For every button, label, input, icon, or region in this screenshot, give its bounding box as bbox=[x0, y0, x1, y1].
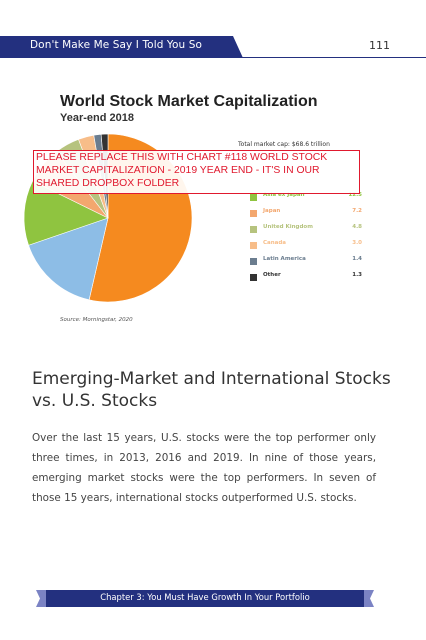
total-market-cap: Total market cap: $68.6 trillion bbox=[238, 141, 330, 148]
legend-item: Asia ex Japan 12.5 bbox=[250, 192, 370, 208]
legend-label: United Kingdom bbox=[263, 224, 313, 230]
legend-swatch bbox=[250, 242, 257, 249]
legend-swatch bbox=[250, 210, 257, 217]
legend-value: 1.4 bbox=[352, 256, 362, 262]
header-rule bbox=[240, 57, 426, 58]
placeholder-note-text: PLEASE REPLACE THIS WITH CHART #118 WORL… bbox=[36, 152, 328, 189]
placeholder-note: PLEASE REPLACE THIS WITH CHART #118 WORL… bbox=[33, 150, 360, 194]
legend-item: United Kingdom 4.8 bbox=[250, 224, 370, 240]
chart-legend: Asia ex Japan 12.5 Japan 7.2 United Kingdom 4… bbox=[250, 192, 370, 288]
legend-value: 4.8 bbox=[352, 224, 362, 230]
legend-swatch bbox=[250, 226, 257, 233]
legend-label: Canada bbox=[263, 240, 287, 246]
chart-subtitle: Year-end 2018 bbox=[60, 112, 134, 124]
legend-swatch bbox=[250, 194, 257, 201]
footer-band bbox=[46, 590, 364, 607]
section-body: Over the last 15 years, U.S. stocks were… bbox=[32, 432, 376, 504]
legend-label: Other bbox=[263, 272, 281, 278]
page-footer: Chapter 3: You Must Have Growth In Your … bbox=[36, 590, 374, 607]
legend-label: Japan bbox=[263, 208, 281, 214]
footer-right-arrow-icon bbox=[364, 590, 374, 607]
legend-label: Latin America bbox=[263, 256, 306, 262]
legend-value: 7.2 bbox=[352, 208, 362, 214]
page-header: Don't Make Me Say I Told You So 111 bbox=[0, 36, 426, 58]
legend-item: Japan 7.2 bbox=[250, 208, 370, 224]
legend-item: Latin America 1.4 bbox=[250, 256, 370, 272]
chapter-title: Chapter 3: You Must Have Growth In Your … bbox=[100, 592, 310, 602]
chart-source: Source: Morningstar, 2020 bbox=[60, 317, 133, 323]
pie-slice-asia-ex-japan bbox=[23, 180, 109, 246]
legend-swatch bbox=[250, 274, 257, 281]
legend-label: Asia ex Japan bbox=[263, 192, 305, 198]
legend-value: 1.3 bbox=[352, 272, 362, 278]
header-band bbox=[0, 36, 243, 58]
legend-item: Other 1.3 bbox=[250, 272, 370, 288]
legend-swatch bbox=[250, 258, 257, 265]
book-title: Don't Make Me Say I Told You So bbox=[30, 39, 203, 51]
legend-value: 12.5 bbox=[348, 192, 362, 198]
footer-left-arrow-icon bbox=[36, 590, 46, 607]
chart-title: World Stock Market Capitalization bbox=[60, 93, 318, 110]
section-heading: Emerging-Market and International Stocks… bbox=[32, 369, 391, 411]
page-number: 111 bbox=[369, 39, 390, 52]
legend-value: 3.0 bbox=[352, 240, 362, 246]
legend-item: Canada 3.0 bbox=[250, 240, 370, 256]
